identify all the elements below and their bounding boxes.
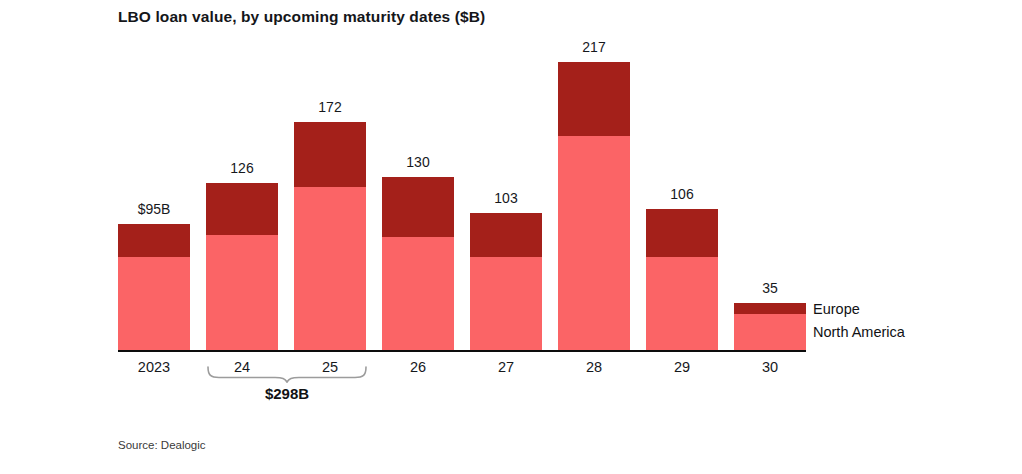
bar-value-label: $95B	[108, 201, 200, 217]
bar-segment-europe	[734, 303, 806, 314]
bar-stack	[558, 62, 630, 350]
bar-value-label: 126	[196, 160, 288, 176]
bar-segment-europe	[646, 209, 718, 257]
bar-stack	[294, 122, 366, 350]
bar-value-label: 172	[284, 99, 376, 115]
x-tick-label: 30	[724, 359, 816, 375]
bar-value-label: 103	[460, 190, 552, 206]
bar-value-label: 106	[636, 186, 728, 202]
legend-label-north-america: North America	[813, 324, 905, 340]
x-tick-label: 2023	[108, 359, 200, 375]
bar-segment-north-america	[294, 187, 366, 350]
x-tick-label: 27	[460, 359, 552, 375]
bar-stack	[734, 303, 806, 350]
bar-segment-north-america	[206, 235, 278, 350]
x-tick-label: 29	[636, 359, 728, 375]
bar-segment-europe	[558, 62, 630, 136]
bar-segment-europe	[470, 213, 542, 257]
chart-page: LBO loan value, by upcoming maturity dat…	[0, 0, 1022, 474]
chart-title: LBO loan value, by upcoming maturity dat…	[118, 8, 485, 26]
legend-label-europe: Europe	[813, 301, 860, 317]
source-attribution: Source: Dealogic	[118, 439, 206, 451]
bar-segment-north-america	[646, 257, 718, 350]
bar-segment-north-america	[118, 257, 190, 350]
bracket-sum-label: $298B	[207, 385, 367, 402]
bar-stack	[470, 213, 542, 350]
x-tick-label: 28	[548, 359, 640, 375]
bar-value-label: 130	[372, 154, 464, 170]
bar-segment-north-america	[734, 314, 806, 350]
bar-segment-north-america	[558, 136, 630, 350]
bar-stack	[382, 177, 454, 350]
bar-segment-north-america	[382, 237, 454, 350]
x-axis-line	[118, 350, 806, 352]
bar-stack	[118, 224, 190, 350]
bar-segment-europe	[206, 183, 278, 235]
bar-segment-north-america	[470, 257, 542, 350]
bar-segment-europe	[382, 177, 454, 237]
bar-segment-europe	[294, 122, 366, 187]
plot-area: $95B202312624172251302610327217281062935…	[118, 62, 806, 350]
x-tick-label: 26	[372, 359, 464, 375]
bar-segment-europe	[118, 224, 190, 257]
bar-stack	[206, 183, 278, 350]
bracket-annotation-icon	[207, 366, 367, 383]
bar-value-label: 35	[724, 280, 816, 296]
bar-stack	[646, 209, 718, 350]
bar-value-label: 217	[548, 39, 640, 55]
